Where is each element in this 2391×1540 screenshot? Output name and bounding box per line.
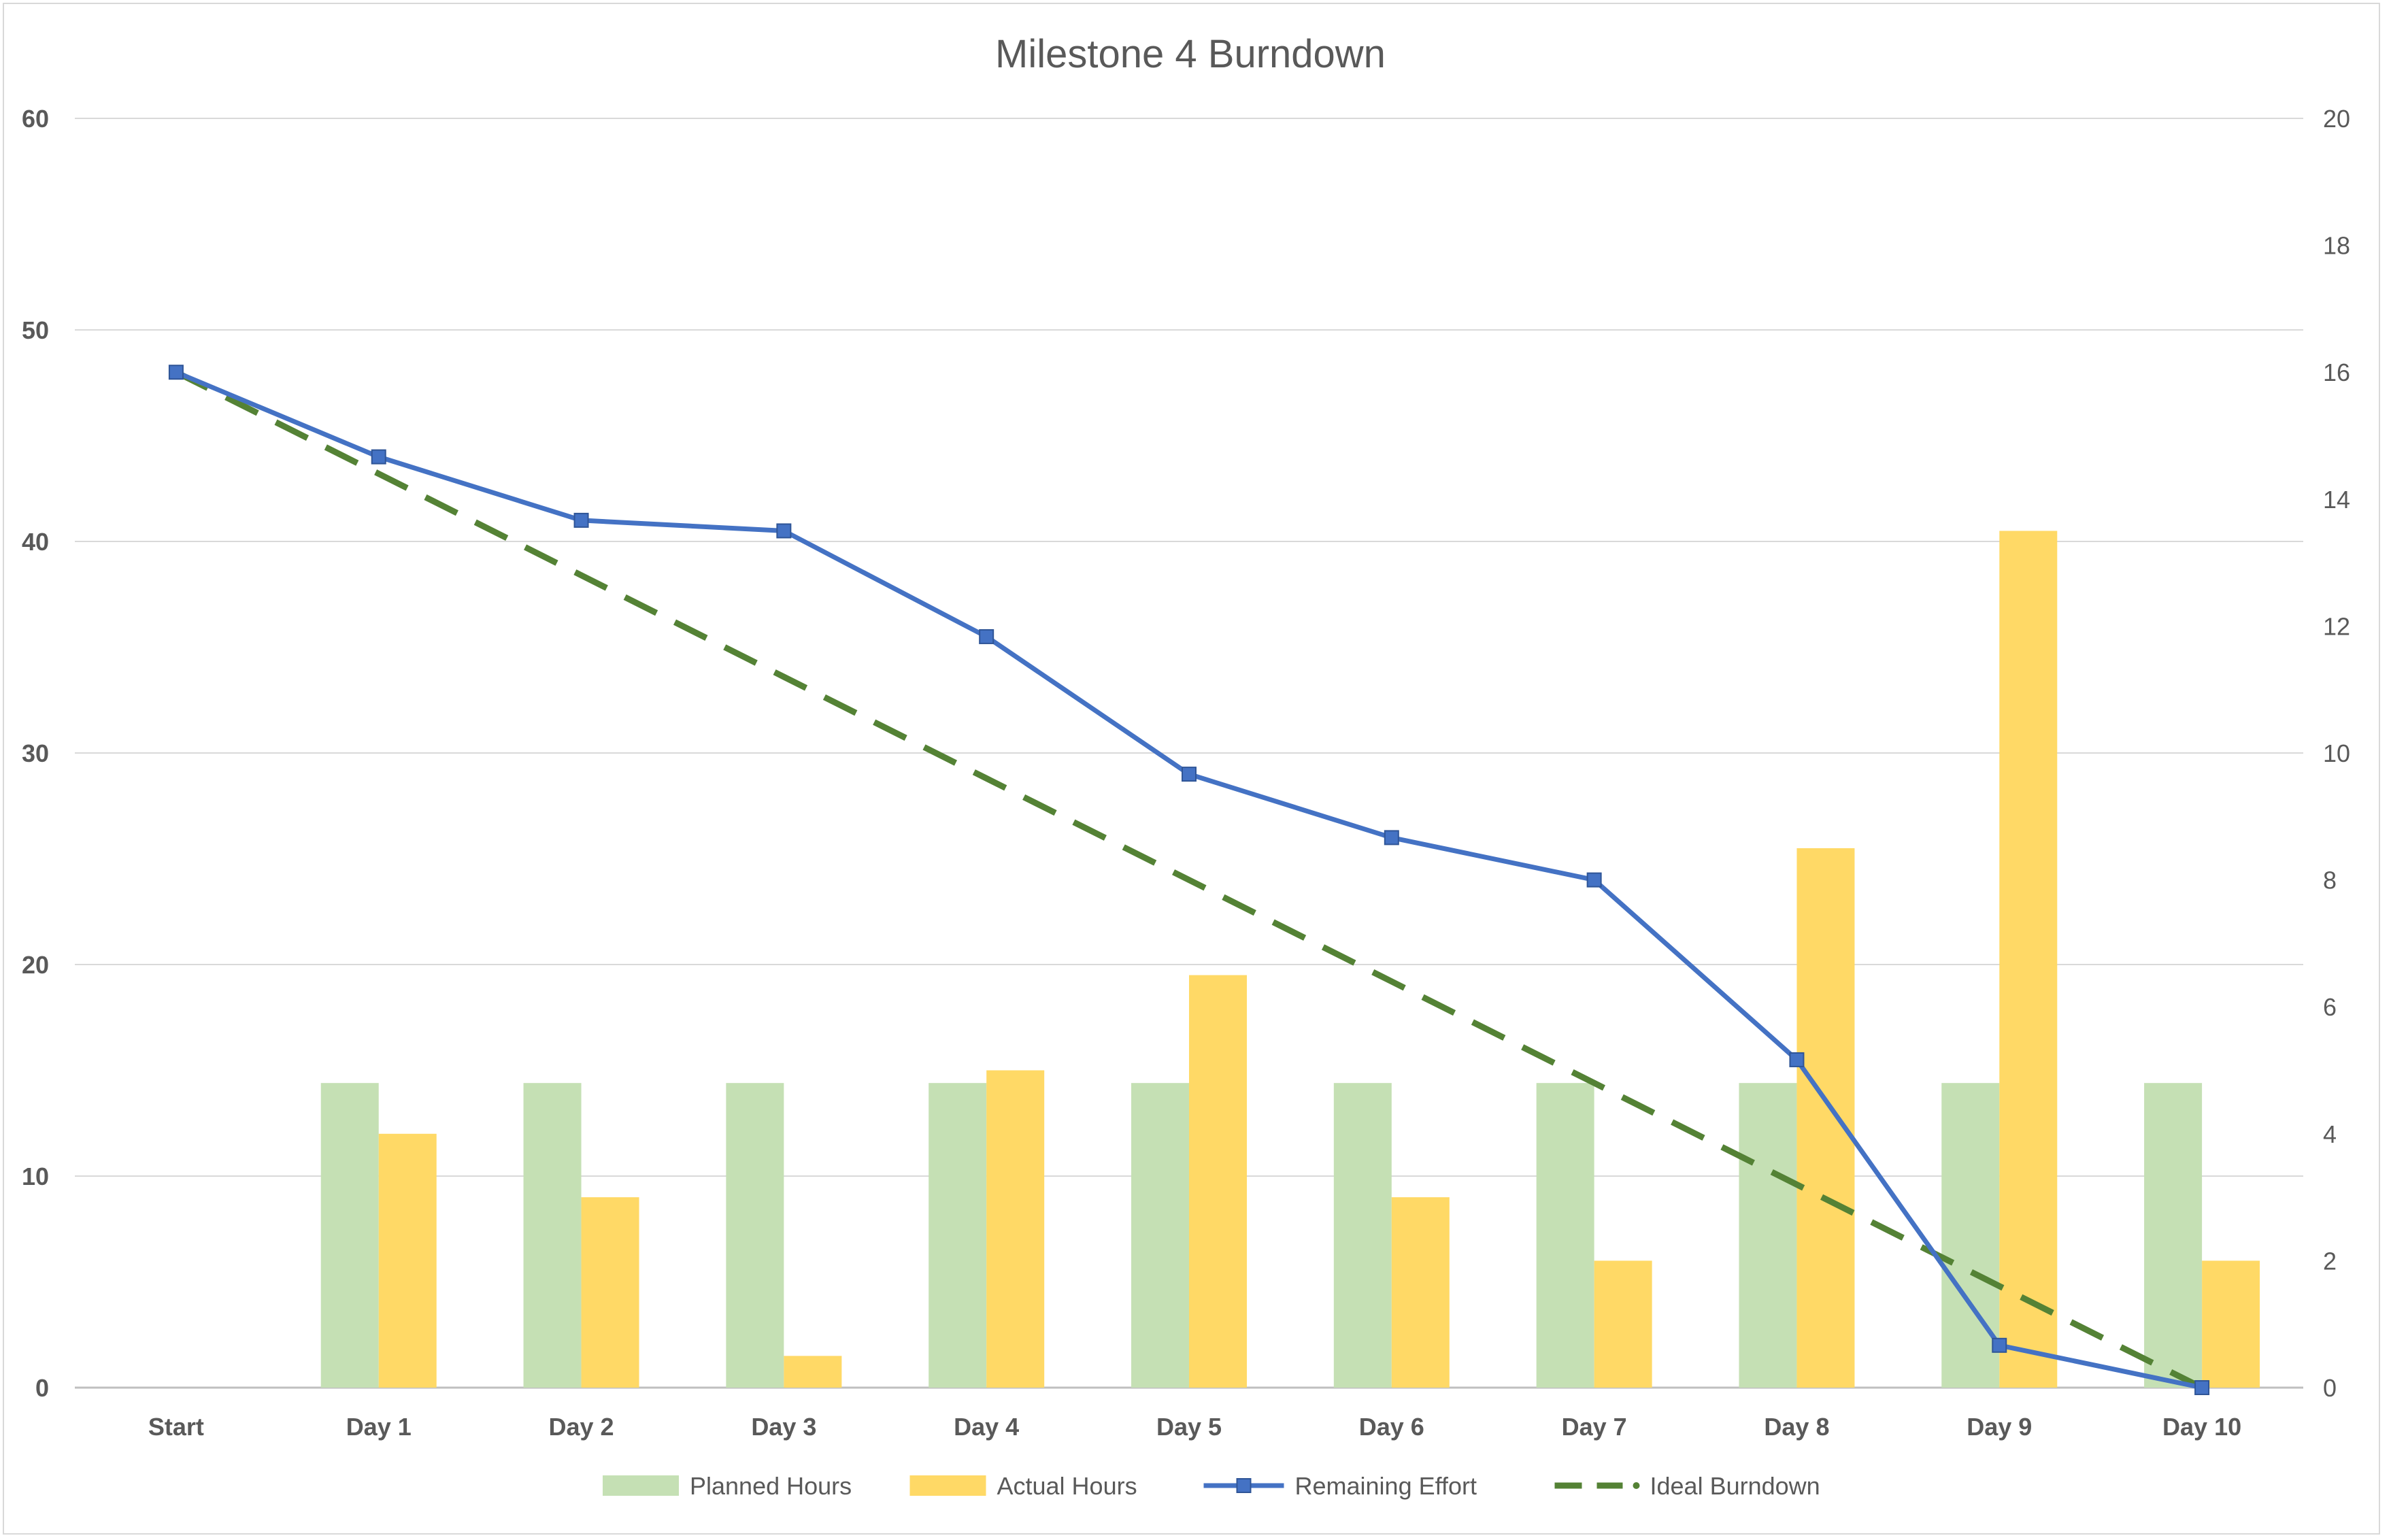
right-axis-tick-label: 6: [2323, 993, 2337, 1021]
marker-remaining-effort: [776, 523, 792, 539]
legend-swatch-planned-hours: [603, 1475, 679, 1496]
x-axis: Start Day 1 Day 2 Day 3 Day 4 Day 5 Day 6 Day 7…: [148, 1413, 2241, 1441]
right-y-axis: 0 2 4 6 8 10 12 14 16 18 20: [2323, 105, 2350, 1402]
x-axis-category-label: Day 5: [1156, 1413, 1222, 1441]
bar-planned-hours: [1131, 1083, 1189, 1388]
right-axis-tick-label: 2: [2323, 1247, 2337, 1275]
line-series: [168, 365, 2210, 1395]
right-axis-tick-label: 20: [2323, 105, 2350, 133]
bar-planned-hours: [1941, 1083, 2000, 1388]
x-axis-category-label: Day 6: [1359, 1413, 1424, 1441]
bar-planned-hours: [320, 1083, 379, 1388]
marker-remaining-effort: [371, 449, 386, 465]
x-axis-category-label: Day 3: [751, 1413, 816, 1441]
marker-remaining-effort: [1586, 872, 1602, 888]
bar-actual-hours: [986, 1070, 1045, 1388]
legend-label-ideal-burndown: Ideal Burndown: [1650, 1472, 1820, 1500]
bar-actual-hours: [581, 1197, 639, 1388]
x-axis-category-label: Day 10: [2162, 1413, 2241, 1441]
left-axis-tick-label: 40: [22, 528, 49, 556]
marker-remaining-effort: [168, 365, 184, 380]
bar-actual-hours: [1594, 1260, 1652, 1388]
right-axis-tick-label: 10: [2323, 739, 2350, 767]
x-axis-category-label: Day 2: [549, 1413, 614, 1441]
gridlines: [75, 118, 2303, 1389]
left-axis-tick-label: 10: [22, 1162, 49, 1190]
bar-series: [320, 531, 2260, 1388]
bar-actual-hours: [2202, 1260, 2260, 1388]
bar-planned-hours: [929, 1083, 987, 1388]
legend-swatch-actual-hours: [909, 1475, 986, 1496]
chart-frame: Milestone 4 Burndown 0 10 20 30 40 50 60 0 2 4 6 8…: [3, 3, 2380, 1535]
x-axis-category-label: Start: [148, 1413, 204, 1441]
right-axis-tick-label: 16: [2323, 358, 2350, 386]
marker-remaining-effort: [1789, 1052, 1805, 1067]
left-axis-tick-label: 50: [22, 316, 49, 344]
left-axis-tick-label: 30: [22, 739, 49, 767]
bar-actual-hours: [784, 1356, 842, 1388]
legend-label-actual-hours: Actual Hours: [997, 1472, 1137, 1500]
left-axis-tick-label: 20: [22, 951, 49, 979]
chart-title: Milestone 4 Burndown: [995, 32, 1386, 76]
right-axis-tick-label: 0: [2323, 1374, 2337, 1402]
marker-remaining-effort: [573, 512, 589, 528]
left-axis-tick-label: 60: [22, 105, 49, 133]
right-axis-tick-label: 18: [2323, 232, 2350, 260]
marker-remaining-effort: [1992, 1337, 2007, 1353]
bar-planned-hours: [2144, 1083, 2203, 1388]
left-y-axis: 0 10 20 30 40 50 60: [22, 105, 49, 1402]
legend-label-planned-hours: Planned Hours: [690, 1472, 852, 1500]
right-axis-tick-label: 12: [2323, 612, 2350, 640]
burndown-chart: Milestone 4 Burndown 0 10 20 30 40 50 60 0 2 4 6 8…: [22, 32, 2350, 1500]
legend-label-remaining-effort: Remaining Effort: [1295, 1472, 1477, 1500]
legend-marker-remaining-effort: [1236, 1478, 1252, 1493]
bar-actual-hours: [1796, 848, 1855, 1388]
bar-planned-hours: [1333, 1083, 1392, 1388]
bar-actual-hours: [378, 1133, 437, 1388]
bar-planned-hours: [726, 1083, 784, 1388]
bar-actual-hours: [1391, 1197, 1450, 1388]
bar-actual-hours: [1999, 531, 2058, 1388]
x-axis-category-label: Day 9: [1967, 1413, 2032, 1441]
right-axis-tick-label: 4: [2323, 1120, 2337, 1148]
bar-planned-hours: [1739, 1083, 1797, 1388]
x-axis-category-label: Day 7: [1562, 1413, 1627, 1441]
right-axis-tick-label: 8: [2323, 867, 2337, 894]
x-axis-category-label: Day 1: [346, 1413, 412, 1441]
marker-remaining-effort: [2194, 1380, 2210, 1395]
legend: Planned Hours Actual Hours Remaining Effor…: [603, 1472, 1820, 1500]
x-axis-category-label: Day 4: [954, 1413, 1019, 1441]
left-axis-tick-label: 0: [35, 1374, 49, 1402]
line-ideal-burndown: [174, 369, 2204, 1391]
marker-remaining-effort: [979, 629, 994, 644]
bar-actual-hours: [1189, 975, 1247, 1388]
bar-planned-hours: [1536, 1083, 1594, 1388]
marker-remaining-effort: [1384, 830, 1399, 846]
bar-planned-hours: [523, 1083, 582, 1388]
right-axis-tick-label: 14: [2323, 486, 2350, 514]
marker-remaining-effort: [1182, 767, 1197, 782]
legend-dot-ideal-burndown: [1633, 1482, 1640, 1489]
x-axis-category-label: Day 8: [1764, 1413, 1829, 1441]
